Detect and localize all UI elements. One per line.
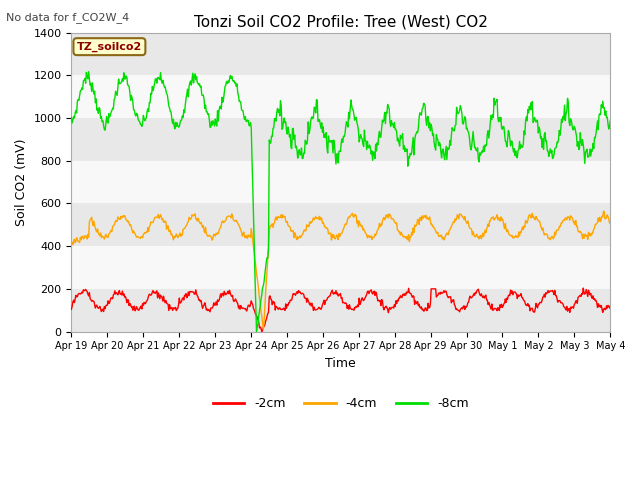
Bar [72,118,611,161]
Legend: -2cm, -4cm, -8cm: -2cm, -4cm, -8cm [208,392,474,415]
Text: No data for f_CO2W_4: No data for f_CO2W_4 [6,12,130,23]
Bar [72,33,611,75]
Title: Tonzi Soil CO2 Profile: Tree (West) CO2: Tonzi Soil CO2 Profile: Tree (West) CO2 [194,15,488,30]
Bar [72,75,611,118]
Y-axis label: Soil CO2 (mV): Soil CO2 (mV) [15,138,28,226]
Bar [72,289,611,332]
Bar [72,161,611,204]
Text: TZ_soilco2: TZ_soilco2 [77,42,142,52]
Bar [72,246,611,289]
Bar [72,204,611,246]
X-axis label: Time: Time [326,357,356,370]
